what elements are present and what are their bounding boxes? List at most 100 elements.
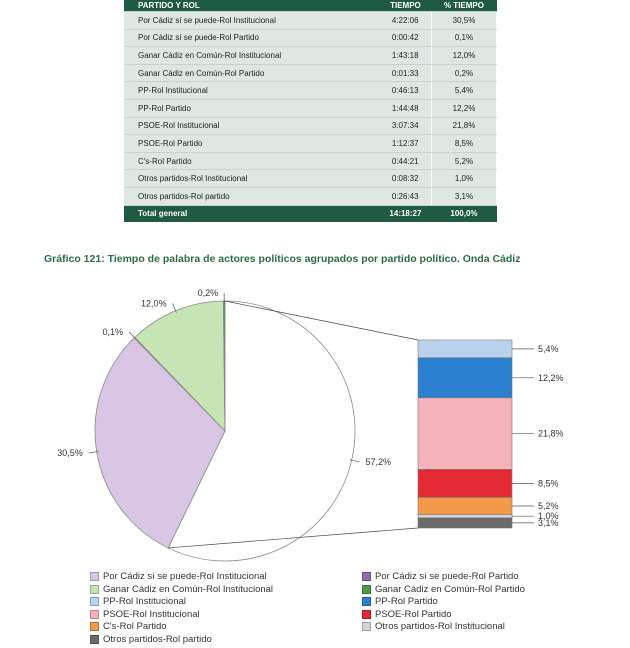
bar-segment-0 [417, 339, 513, 359]
cell-partido-rol: Ganar Cádiz en Común-Rol Partido [124, 64, 380, 83]
legend-item: PSOE-Rol Institucional [90, 609, 200, 620]
cell-partido-rol: Otros partidos-Rol Institucional [124, 169, 380, 188]
legend-swatch [90, 609, 99, 619]
table-row: Otros partidos-Rol Institucional 0:08:32 1… [124, 169, 498, 188]
bar-segment-4 [417, 497, 513, 515]
bar-segment-label: 3,1% [538, 518, 559, 528]
legend-swatch [90, 635, 99, 644]
total-tiempo: 14:18:27 [379, 205, 432, 223]
legend-swatch [362, 584, 371, 594]
legend-swatch [90, 622, 99, 632]
legend-item: Por Cádiz sí se puede-Rol Institucional [90, 571, 267, 582]
table-row: C's-Rol Partido 0:44:21 5,2% [124, 152, 498, 171]
cell-pct-tiempo: 0,1% [431, 29, 498, 48]
legend-label: C's-Rol Partido [103, 621, 167, 633]
bar-segment-label: 12,2% [538, 373, 564, 383]
cell-tiempo: 0:46:13 [379, 81, 432, 100]
pie-slice-label: 0,1% [102, 327, 123, 337]
total-pct: 100,0% [431, 205, 497, 223]
legend-label: Por Cádiz sí se puede-Rol Partido [375, 571, 519, 582]
cell-tiempo: 3:07:34 [379, 117, 432, 136]
cell-partido-rol: PP-Rol Institucional [124, 81, 380, 100]
legend-label: PP-Rol Partido [375, 596, 438, 608]
bar-segment-label: 8,5% [538, 478, 559, 488]
cell-partido-rol: Por Cádiz sí se puede-Rol Partido [124, 29, 380, 48]
pie-leader-line [349, 459, 360, 463]
pie-slice-label: 57,2% [365, 457, 391, 467]
legend-label: PSOE-Rol Institucional [103, 608, 200, 620]
connector-line-top [224, 300, 419, 341]
cell-partido-rol: PSOE-Rol Partido [124, 134, 380, 153]
cell-pct-tiempo: 12,0% [431, 46, 498, 65]
bar-segment-6 [417, 517, 513, 529]
cell-tiempo: 0:44:21 [379, 152, 432, 171]
cell-tiempo: 4:22:06 [379, 11, 432, 30]
pie-leader-line [128, 331, 137, 340]
legend-item: C's-Rol Partido [90, 621, 167, 632]
table-row: PP-Rol Institucional 0:46:13 5,4% [124, 81, 498, 100]
table-header-row: PARTIDO Y ROL TIEMPO % TIEMPO [124, 0, 497, 12]
chart-title: Gráfico 121: Tiempo de palabra de actore… [44, 253, 521, 265]
pie-leader-line [172, 303, 177, 313]
cell-tiempo: 1:12:37 [379, 134, 432, 153]
table-row: Por Cádiz sí se puede-Rol Institucional 4… [124, 11, 498, 30]
cell-tiempo: 0:01:33 [379, 64, 432, 83]
pie-leader-line [88, 451, 99, 454]
cell-partido-rol: PSOE-Rol Institucional [124, 117, 380, 136]
cell-pct-tiempo: 21,8% [431, 117, 498, 136]
cell-pct-tiempo: 5,4% [431, 81, 498, 100]
cell-partido-rol: PP-Rol Partido [124, 99, 380, 118]
bar-segment-2 [417, 397, 513, 470]
bar-segment-label: 21,8% [538, 429, 564, 439]
cell-pct-tiempo: 3,1% [431, 187, 498, 206]
legend-label: Por Cádiz sí se puede-Rol Institucional [103, 571, 267, 582]
legend-swatch [362, 622, 371, 632]
table-row: PSOE-Rol Partido 1:12:37 8,5% [124, 134, 498, 153]
cell-tiempo: 1:43:18 [379, 46, 432, 65]
cell-tiempo: 0:00:42 [379, 29, 432, 48]
legend-swatch [362, 572, 371, 581]
legend-label: Ganar Cádiz en Común-Rol Partido [375, 583, 525, 595]
bar-segment-1 [417, 357, 513, 399]
cell-pct-tiempo: 30,5% [431, 11, 498, 30]
cell-pct-tiempo: 8,5% [431, 134, 498, 153]
table-row: Por Cádiz sí se puede-Rol Partido 0:00:42… [124, 29, 498, 48]
pie-slice-label: 30,5% [57, 448, 83, 458]
cell-partido-rol: Por Cádiz sí se puede-Rol Institucional [124, 11, 380, 30]
cell-pct-tiempo: 12,2% [431, 99, 498, 118]
cell-pct-tiempo: 1,0% [431, 169, 498, 188]
table-row: PSOE-Rol Institucional 3:07:34 21,8% [124, 117, 498, 136]
legend-swatch [90, 584, 99, 594]
table-row: Ganar Cádiz en Común-Rol Institucional 1:… [124, 46, 498, 65]
legend-item: Otros partidos-Rol Institucional [362, 621, 505, 632]
table-row: Ganar Cádiz en Común-Rol Partido 0:01:33 0… [124, 64, 498, 83]
legend-label: Otros partidos-Rol partido [103, 634, 212, 645]
cell-partido-rol: Otros partidos-Rol partido [124, 187, 380, 206]
legend-item: Ganar Cádiz en Común-Rol Institucional [90, 584, 273, 595]
header-pct-tiempo: % TIEMPO [431, 0, 497, 12]
pie-slice-label: 0,2% [198, 288, 219, 298]
table-row: PP-Rol Partido 1:44:48 12,2% [124, 99, 498, 118]
cell-pct-tiempo: 0,2% [431, 64, 498, 83]
legend-item: Por Cádiz sí se puede-Rol Partido [362, 571, 519, 582]
legend-item: PP-Rol Institucional [90, 596, 186, 607]
legend-item: PP-Rol Partido [362, 596, 438, 607]
cell-tiempo: 0:08:32 [379, 169, 432, 188]
legend-label: PP-Rol Institucional [103, 596, 186, 608]
pie-slice-label: 12,0% [141, 298, 167, 308]
bar-segment-3 [417, 469, 513, 498]
table-row: Otros partidos-Rol partido 0:26:43 3,1% [124, 187, 498, 206]
total-label: Total general [124, 205, 380, 223]
cell-pct-tiempo: 5,2% [431, 152, 498, 171]
table-total-row: Total general 14:18:27 100,0% [124, 205, 497, 223]
cell-partido-rol: C's-Rol Partido [124, 152, 380, 171]
bar-segment-5 [417, 514, 513, 519]
cell-tiempo: 1:44:48 [379, 99, 432, 118]
cell-tiempo: 0:26:43 [379, 187, 432, 206]
bar-segment-label: 1,0% [538, 511, 559, 521]
connector-line-bottom [168, 527, 419, 549]
bar-segment-label: 5,2% [538, 501, 559, 511]
legend-label: Otros partidos-Rol Institucional [375, 621, 505, 633]
data-table: PARTIDO Y ROL TIEMPO % TIEMPO Por Cádiz … [124, 0, 498, 223]
legend-label: PSOE-Rol Partido [375, 608, 452, 620]
